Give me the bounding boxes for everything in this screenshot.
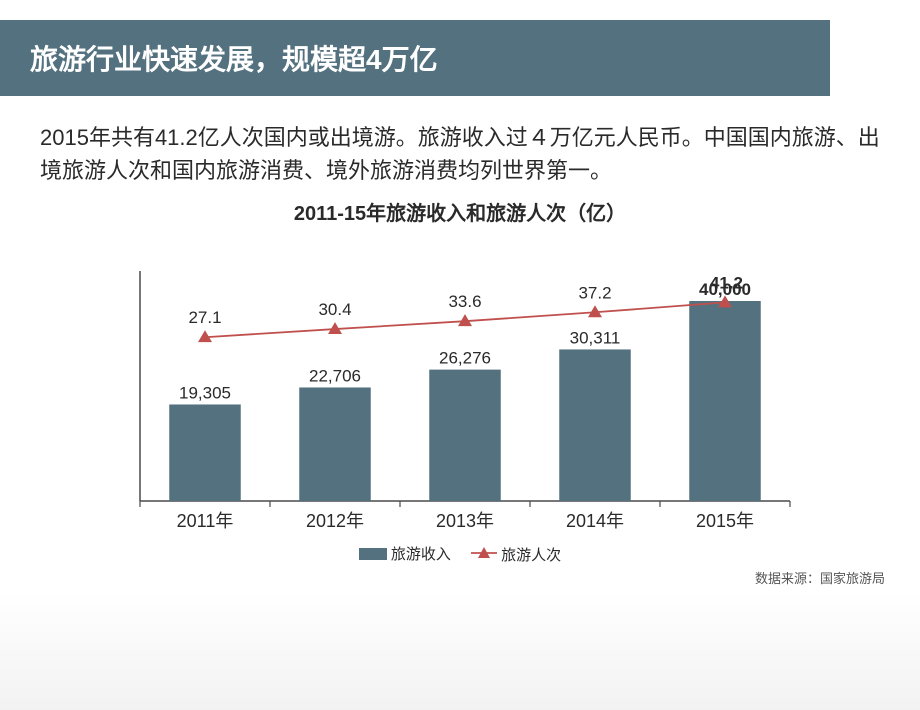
svg-text:2015年: 2015年 [696,511,754,531]
data-source: 数据来源：国家旅游局 [755,568,885,587]
legend-bar-swatch [359,548,387,560]
svg-text:33.6: 33.6 [448,292,481,311]
legend-item-line: 旅游人次 [471,544,561,565]
svg-text:2012年: 2012年 [306,511,364,531]
svg-text:27.1: 27.1 [188,308,221,327]
legend-line-label: 旅游人次 [501,544,561,565]
svg-text:41.2: 41.2 [710,273,743,292]
chart-legend: 旅游收入 旅游人次 [0,543,920,565]
triangle-icon [471,546,497,563]
legend-bar-label: 旅游收入 [391,543,451,564]
svg-text:22,706: 22,706 [309,366,361,385]
svg-text:2013年: 2013年 [436,511,494,531]
svg-text:2014年: 2014年 [566,511,624,531]
chart-container: 19,305 2011年 22,706 2012年 26,276 2013年 30,311 2… [100,231,820,541]
svg-text:19,305: 19,305 [179,383,231,402]
description-text: 2015年共有41.2亿人次国内或出境游。旅游收入过４万亿元人民币。中国国内旅游… [40,121,880,187]
chart-svg: 19,305 2011年 22,706 2012年 26,276 2013年 30,311 2… [100,231,820,541]
svg-text:30.4: 30.4 [318,300,351,319]
svg-text:2011年: 2011年 [177,511,234,531]
svg-text:30,311: 30,311 [570,328,621,347]
title-bar: 旅游行业快速发展，规模超4万亿 [0,20,830,96]
chart-title: 2011-15年旅游收入和旅游人次（亿） [0,197,920,226]
page-title: 旅游行业快速发展，规模超4万亿 [30,38,800,78]
legend-item-bar: 旅游收入 [359,543,451,564]
bottom-shade [0,590,920,710]
svg-text:26,276: 26,276 [439,349,491,368]
svg-text:37.2: 37.2 [578,283,611,302]
